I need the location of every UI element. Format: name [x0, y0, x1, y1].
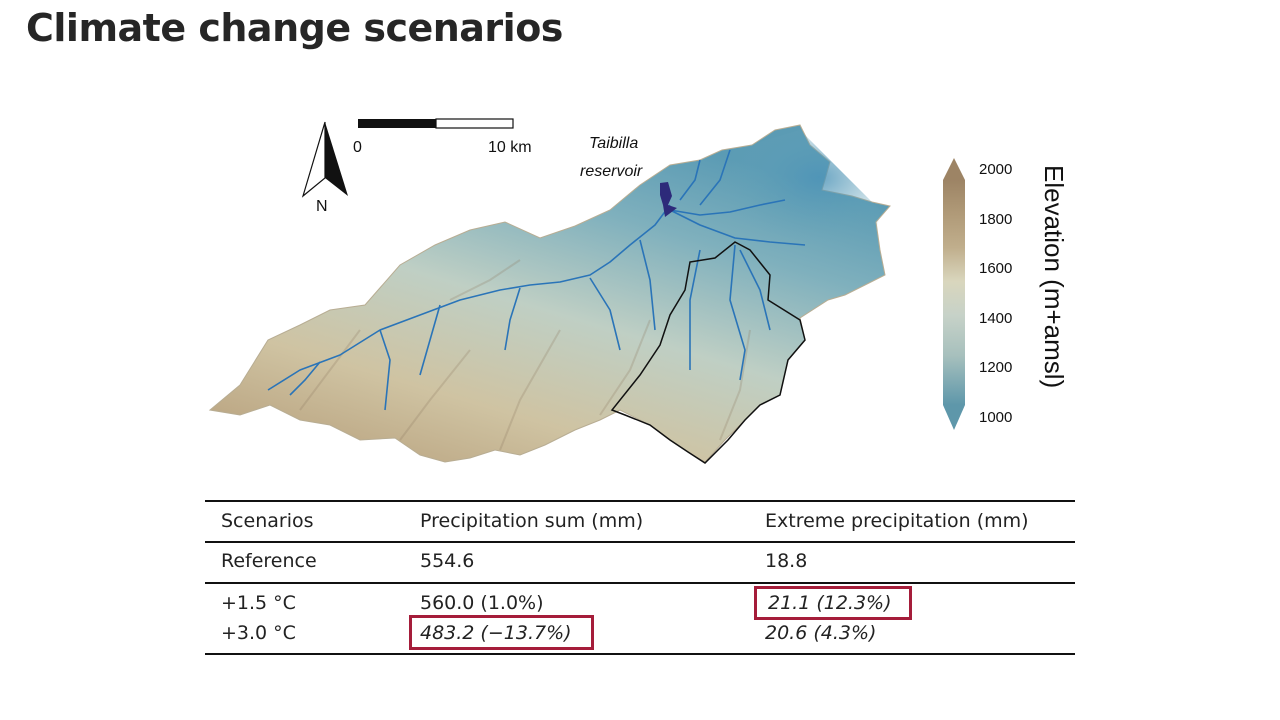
colorbar-tick: 1800: [979, 211, 1013, 228]
scenario-1-5-label: +1.5 °C: [221, 592, 296, 614]
colorbar-tick: 1200: [979, 359, 1013, 376]
scenario-3-0-extreme: 20.6 (4.3%): [765, 622, 877, 644]
scenario-1-5-extreme: 21.1 (12.3%): [768, 592, 892, 614]
scale-bar-end-label: 10 km: [488, 139, 532, 156]
taibilla-reservoir: [660, 182, 677, 217]
header-extreme-precipitation: Extreme precipitation (mm): [765, 510, 1029, 532]
north-label: N: [316, 198, 328, 215]
scenario-3-0-label: +3.0 °C: [221, 622, 296, 644]
scenario-1-5-sum: 560.0 (1.0%): [420, 592, 544, 614]
river-network: [267, 149, 806, 411]
reference-extreme: 18.8: [765, 550, 808, 572]
sub-basin-outline: [610, 241, 806, 464]
reservoir-label-line2: reservoir: [580, 163, 643, 180]
reservoir-label-line1: Taibilla: [589, 135, 639, 152]
north-arrow-icon: [301, 121, 348, 198]
page-title: Climate change scenarios: [26, 6, 563, 50]
scale-bar-start-label: 0: [353, 139, 362, 156]
colorbar-tick: 2000: [979, 161, 1013, 178]
reference-scenario: Reference: [221, 550, 317, 572]
highlight-extreme-1-5: [754, 586, 912, 620]
elevation-colorbar: [943, 158, 965, 430]
header-scenarios: Scenarios: [221, 510, 314, 532]
scale-bar: [358, 118, 514, 129]
reference-sum: 554.6: [420, 550, 475, 572]
colorbar-title: Elevation (m+amsl): [1039, 165, 1069, 389]
colorbar-tick: 1400: [979, 310, 1013, 327]
terrain-shading: [299, 259, 751, 451]
header-precipitation-sum: Precipitation sum (mm): [420, 510, 644, 532]
colorbar-tick: 1600: [979, 260, 1013, 277]
highlight-sum-3-0: [409, 615, 594, 650]
scenario-3-0-sum: 483.2 (−13.7%): [420, 622, 572, 644]
colorbar-tick: 1000: [979, 409, 1013, 426]
